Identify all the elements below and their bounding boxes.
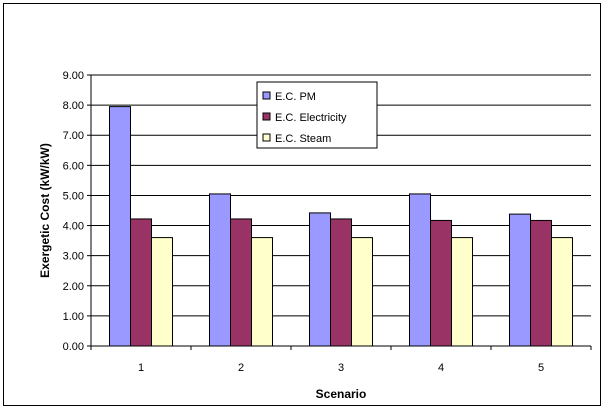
y-tick-label: 9.00 [63, 70, 84, 82]
x-tick-label: 3 [338, 362, 344, 374]
bar-e-c-electricity-4 [430, 219, 452, 347]
bar-e-c-steam-4 [451, 237, 473, 347]
y-tick-label: 2.00 [63, 281, 84, 293]
y-tick-label: 8.00 [63, 100, 84, 112]
bar-e-c-pm-3 [309, 212, 331, 347]
bar-e-c-electricity-1 [130, 218, 152, 347]
x-axis-ticks: 1 2 3 4 5 [90, 346, 592, 374]
bar-e-c-pm-2 [209, 193, 231, 347]
x-tick-label: 1 [138, 362, 144, 374]
bar-e-c-steam-5 [551, 237, 573, 347]
legend-label: E.C. PM [275, 91, 316, 103]
x-tick-label: 2 [238, 362, 244, 374]
bar-e-c-steam-2 [251, 237, 273, 347]
gridlines [91, 74, 591, 317]
bars [109, 106, 573, 347]
x-axis-title: Scenario [316, 387, 367, 401]
y-tick-label: 1.00 [63, 311, 84, 323]
legend-label: E.C. Steam [275, 133, 331, 145]
legend-swatch [262, 112, 271, 121]
legend-swatch [262, 133, 271, 142]
chart-frame [3, 3, 601, 406]
bar-e-c-steam-1 [151, 237, 173, 347]
bar-e-c-pm-4 [409, 193, 431, 347]
bar-e-c-electricity-5 [530, 219, 552, 347]
bar-e-c-pm-5 [509, 213, 531, 347]
bar-e-c-steam-3 [351, 237, 373, 347]
y-axis-title: Exergetic Cost (kW/kW) [38, 143, 52, 278]
bar-e-c-electricity-3 [330, 218, 352, 347]
y-tick-label: 3.00 [63, 251, 84, 263]
y-tick-label: 7.00 [63, 130, 84, 142]
legend-swatch [262, 91, 271, 100]
legend-label: E.C. Electricity [275, 112, 347, 124]
y-tick-label: 5.00 [63, 190, 84, 202]
x-tick-label: 4 [438, 362, 444, 374]
y-tick-label: 4.00 [63, 221, 84, 233]
legend-box [256, 81, 378, 149]
y-axis-ticks: 0.00 1.00 2.00 3.00 4.00 5.00 6.00 7.00 8.00 9.00 [63, 70, 91, 353]
y-tick-label: 6.00 [63, 160, 84, 172]
bar-e-c-pm-1 [109, 106, 131, 347]
y-tick-label: 0.00 [63, 341, 84, 353]
x-tick-label: 5 [538, 362, 544, 374]
bar-e-c-electricity-2 [230, 218, 252, 347]
legend: E.C. PM E.C. Electricity E.C. Steam [256, 81, 378, 149]
